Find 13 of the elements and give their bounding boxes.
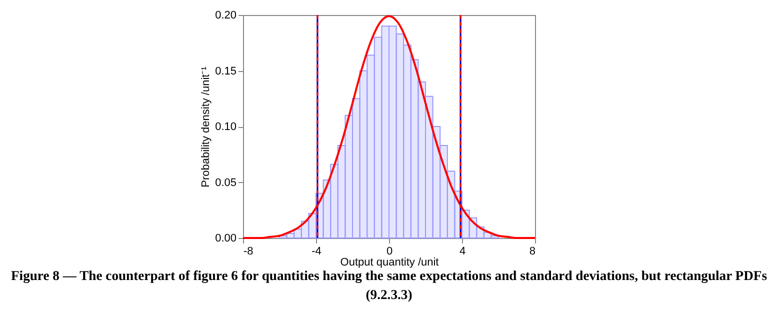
x-tick-label: 4 xyxy=(459,246,466,258)
x-tick-label: 8 xyxy=(529,246,536,258)
x-axis-title: Output quantity /unit xyxy=(340,256,439,268)
x-tick-label: -4 xyxy=(312,246,322,258)
caption: Figure 8 — The counterpart of figure 6 for quantities having the same expectations and standard deviations, but rectangular PDFs (9.2.3.3) xyxy=(10,268,768,304)
y-tick-label: 0.05 xyxy=(215,176,236,189)
y-tick-label: 0.00 xyxy=(215,232,236,244)
y-tick-label: 0.10 xyxy=(215,121,236,133)
y-tick-label: 0.15 xyxy=(215,65,236,78)
y-tick-label: 0.20 xyxy=(215,10,236,22)
y-axis-title: Probability density /unit⁻¹ xyxy=(200,66,212,188)
x-tick-label: 0 xyxy=(386,246,393,258)
x-tick-label: -8 xyxy=(244,246,254,258)
